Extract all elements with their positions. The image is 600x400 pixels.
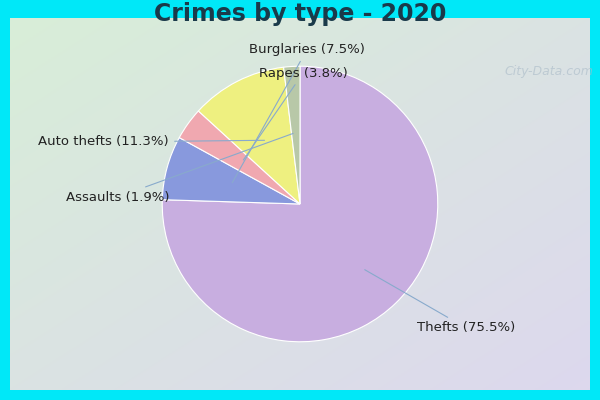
Text: Thefts (75.5%): Thefts (75.5%) — [365, 270, 515, 334]
Wedge shape — [162, 138, 300, 204]
Text: Assaults (1.9%): Assaults (1.9%) — [65, 134, 293, 204]
Text: City-Data.com: City-Data.com — [504, 66, 593, 78]
Wedge shape — [179, 111, 300, 204]
Text: Auto thefts (11.3%): Auto thefts (11.3%) — [38, 136, 265, 148]
Text: Crimes by type - 2020: Crimes by type - 2020 — [154, 2, 446, 26]
Text: Burglaries (7.5%): Burglaries (7.5%) — [232, 43, 365, 183]
Wedge shape — [284, 66, 300, 204]
Text: Rapes (3.8%): Rapes (3.8%) — [244, 67, 347, 160]
Wedge shape — [162, 66, 438, 342]
Wedge shape — [199, 67, 300, 204]
